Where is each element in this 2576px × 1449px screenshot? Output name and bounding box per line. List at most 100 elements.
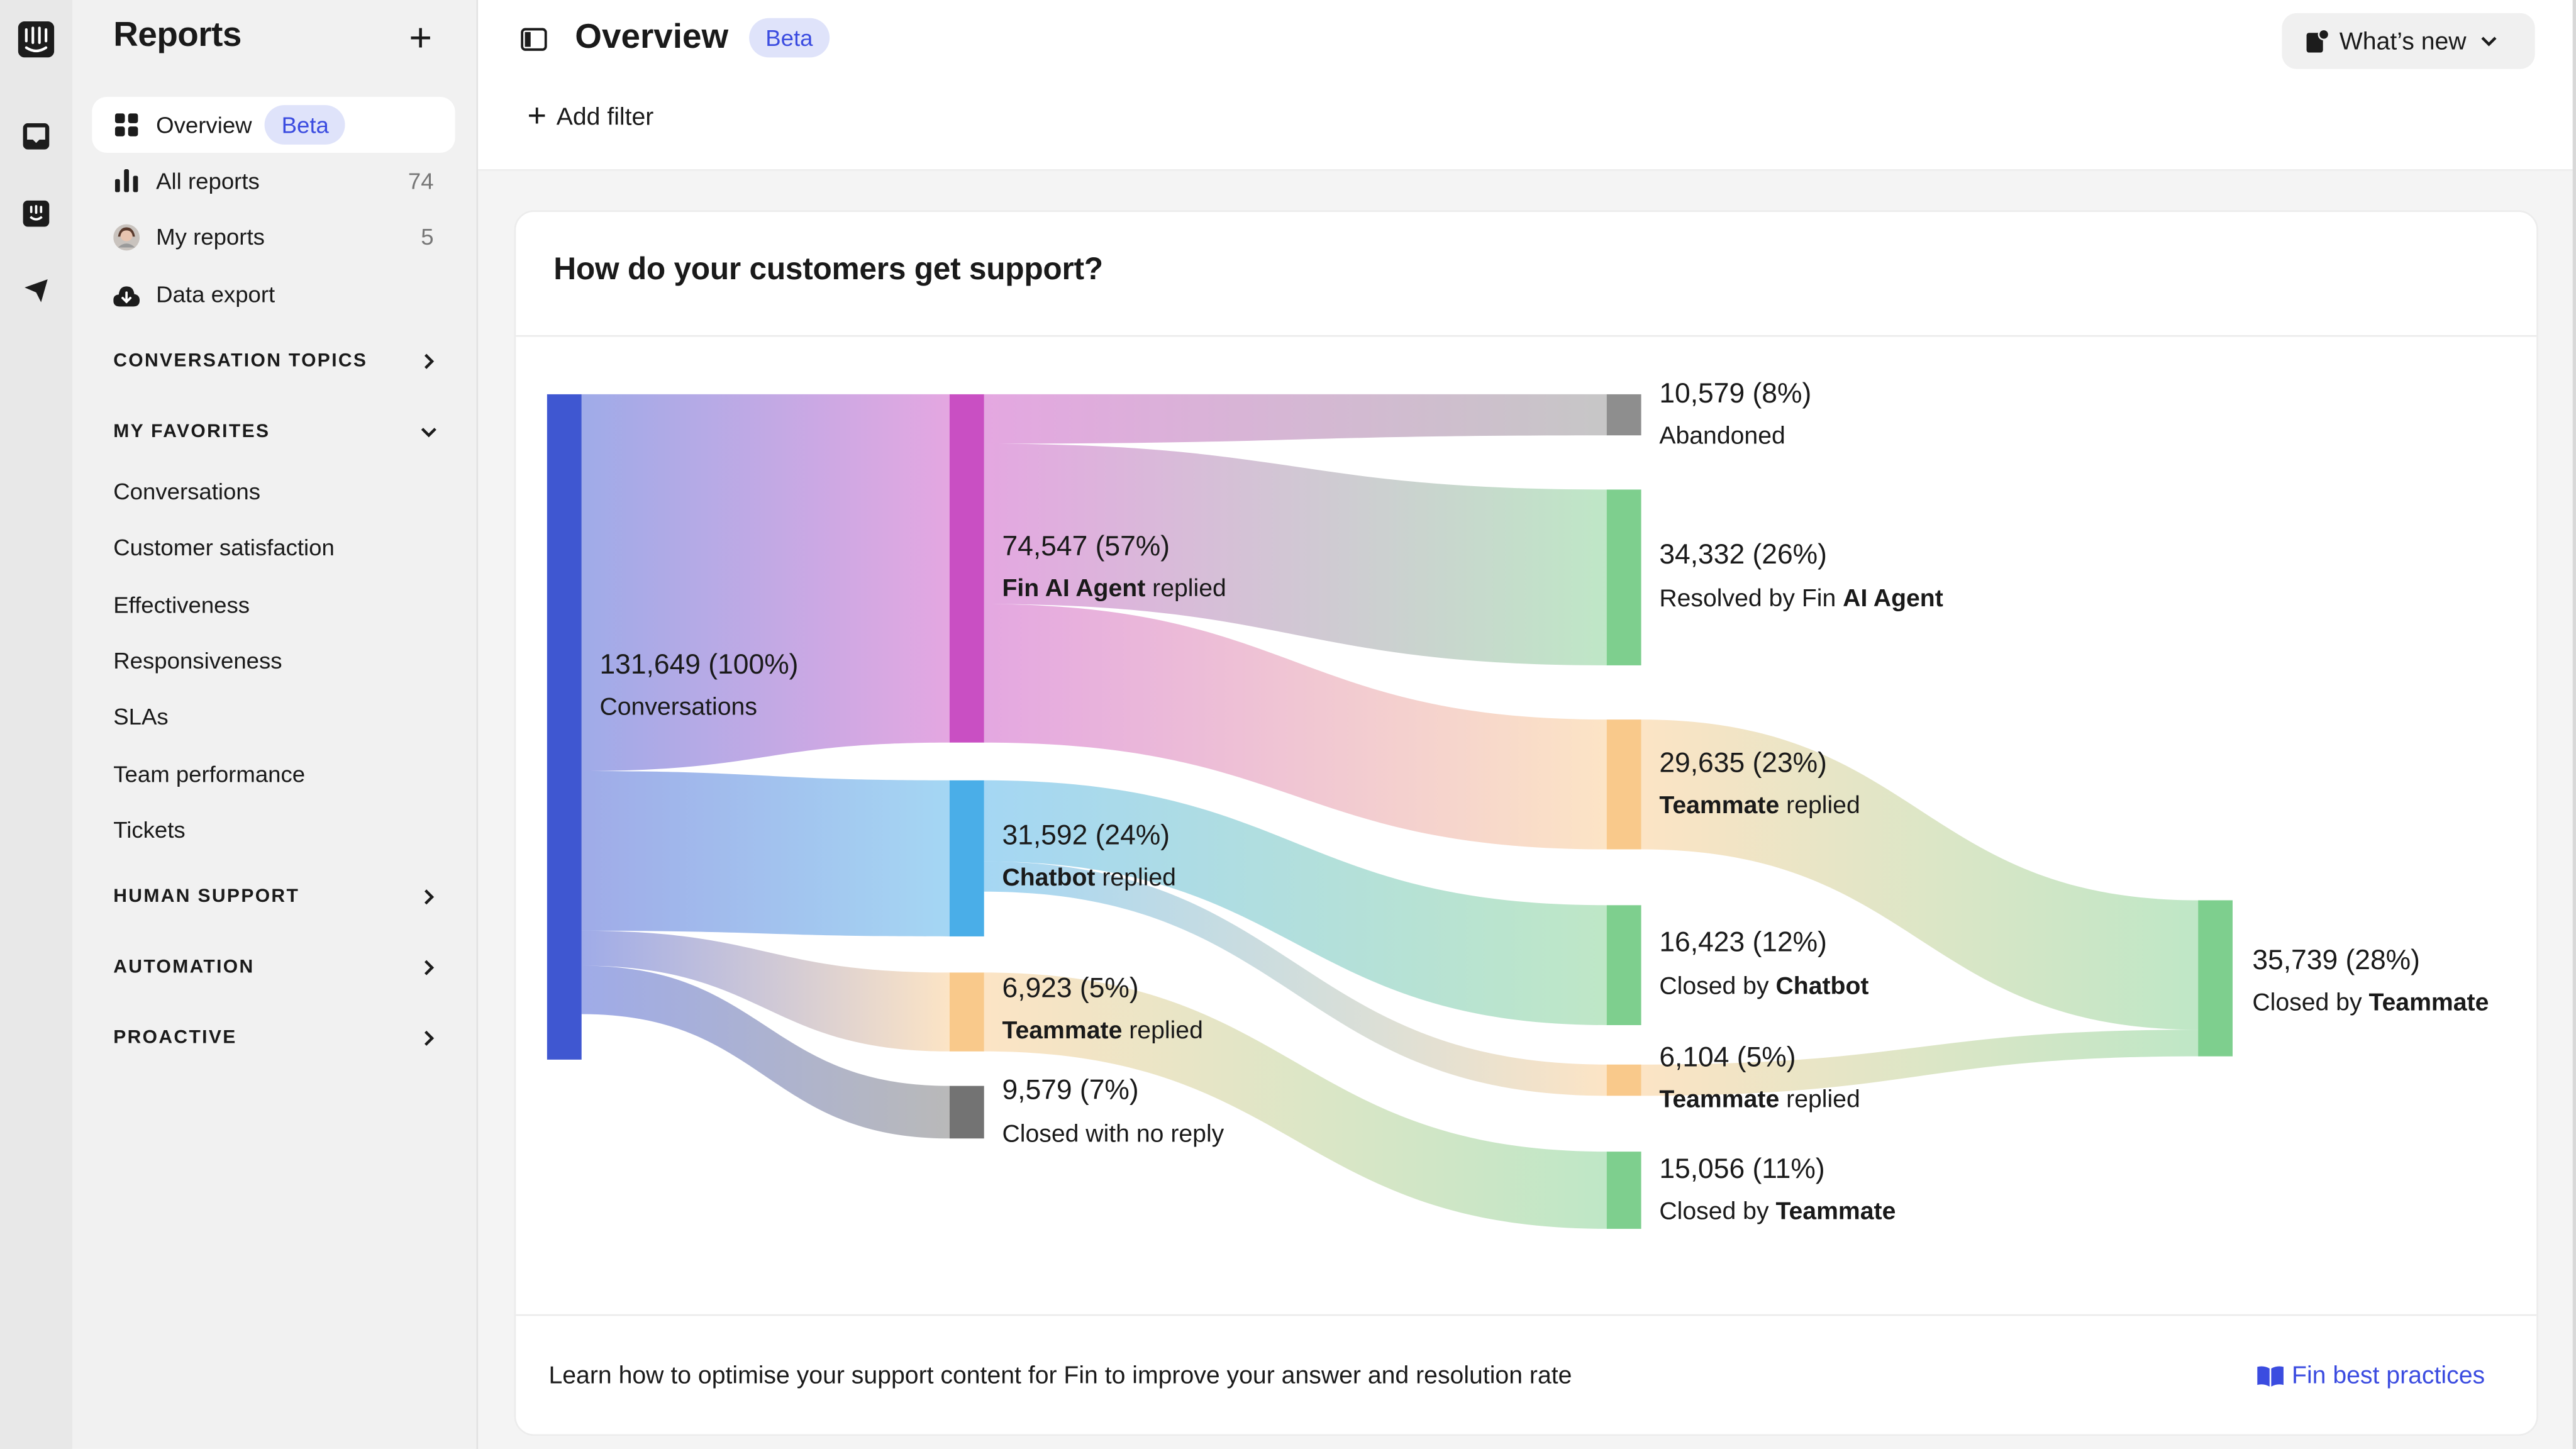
label-name-resolved-fin: Resolved by Fin AI Agent xyxy=(1659,584,1943,613)
node-fin[interactable] xyxy=(949,394,984,743)
flow-conv-to-nr[interactable] xyxy=(581,965,950,1139)
favorite-tickets[interactable]: Tickets xyxy=(113,816,186,843)
section-conversation-topics[interactable]: CONVERSATION TOPICS xyxy=(113,352,437,371)
label-value-teammate-3: 6,104 (5%) xyxy=(1659,1041,1796,1073)
chevron-right-icon xyxy=(424,889,435,905)
favorite-conversations[interactable]: Conversations xyxy=(113,478,261,504)
whats-new-button[interactable]: What’s new xyxy=(2282,13,2535,69)
flow-fin-to-rf[interactable] xyxy=(984,443,1607,665)
flow-conv-to-bot[interactable] xyxy=(581,770,950,936)
reports-sidebar: Reports + Overview Beta All reports 74 M… xyxy=(72,0,479,1449)
node-ct2[interactable] xyxy=(2198,900,2233,1057)
section-label: MY FAVORITES xyxy=(113,422,270,442)
label-value-closed-teammate: 15,056 (11%) xyxy=(1659,1153,1825,1185)
flow-bot-to-tm3[interactable] xyxy=(984,861,1607,1096)
chevron-right-icon xyxy=(424,353,435,369)
sidebar-item-my-reports[interactable]: My reports 5 xyxy=(92,209,455,265)
page-title: Overview xyxy=(575,18,729,56)
label-value-conversations: 131,649 (100%) xyxy=(599,648,799,680)
chevron-right-icon xyxy=(424,1030,435,1046)
node-ab[interactable] xyxy=(1606,394,1641,436)
fin-agent-icon[interactable] xyxy=(18,196,54,231)
node-cb[interactable] xyxy=(1606,905,1641,1026)
label-name-closed-chatbot: Closed by Chatbot xyxy=(1659,972,1869,1001)
label-value-teammate-1: 6,923 (5%) xyxy=(1002,972,1139,1004)
favorite-responsiveness[interactable]: Responsiveness xyxy=(113,647,282,674)
intercom-logo-icon[interactable] xyxy=(18,21,55,58)
page-header: Overview Beta + Add filter What’s new xyxy=(478,0,2573,171)
flow-bot-to-cb[interactable] xyxy=(984,780,1607,1026)
flow-tm3-to-ct2[interactable] xyxy=(1641,1030,2199,1096)
bar-chart-icon xyxy=(113,167,140,194)
card-title: How do your customers get support? xyxy=(553,253,1103,288)
label-value-closed-teammate-final: 35,739 (28%) xyxy=(2252,945,2420,976)
label-name-teammate-2: Teammate replied xyxy=(1659,792,1860,820)
cloud-download-icon xyxy=(113,281,140,308)
node-nr[interactable] xyxy=(949,1085,984,1139)
label-name-chatbot: Chatbot replied xyxy=(1002,864,1176,892)
favorite-team-performance[interactable]: Team performance xyxy=(113,760,306,787)
label-value-closed-chatbot: 16,423 (12%) xyxy=(1659,926,1827,958)
flow-fin-to-ab[interactable] xyxy=(984,394,1607,444)
link-label: Fin best practices xyxy=(2292,1362,2485,1390)
favorite-slas[interactable]: SLAs xyxy=(113,703,169,730)
sidebar-item-data-export[interactable]: Data export xyxy=(92,266,455,322)
sidebar-item-label: All reports xyxy=(156,167,260,194)
flow-fin-to-tm2[interactable] xyxy=(984,604,1607,850)
label-name-conversations: Conversations xyxy=(599,693,757,721)
flow-tm1-to-ct[interactable] xyxy=(984,972,1607,1229)
label-name-abandoned: Abandoned xyxy=(1659,422,1785,450)
chevron-down-icon xyxy=(2482,36,2497,47)
divider xyxy=(516,335,2537,337)
footer-text: Learn how to optimise your support conte… xyxy=(548,1362,1572,1390)
node-ct[interactable] xyxy=(1606,1152,1641,1229)
scrollbar[interactable] xyxy=(2572,0,2576,1449)
node-conv[interactable] xyxy=(547,394,582,1060)
divider xyxy=(516,1314,2537,1316)
sidebar-item-label: My reports xyxy=(156,223,265,250)
beta-badge: Beta xyxy=(265,105,346,145)
section-my-favorites[interactable]: MY FAVORITES xyxy=(113,422,437,442)
section-automation[interactable]: AUTOMATION xyxy=(113,958,437,977)
label-value-resolved-fin: 34,332 (26%) xyxy=(1659,538,1827,570)
node-tm2[interactable] xyxy=(1606,719,1641,850)
announcement-icon xyxy=(2306,30,2330,53)
flow-conv-to-fin[interactable] xyxy=(581,394,950,771)
favorite-customer-satisfaction[interactable]: Customer satisfaction xyxy=(113,533,335,560)
section-proactive[interactable]: PROACTIVE xyxy=(113,1028,437,1048)
whats-new-label: What’s new xyxy=(2339,27,2467,55)
flow-tm2-to-ct2[interactable] xyxy=(1641,719,2199,1030)
sidebar-item-label: Overview xyxy=(156,111,252,138)
app-rail xyxy=(0,0,72,1449)
node-tm3[interactable] xyxy=(1606,1064,1641,1096)
sidebar-title: Reports xyxy=(113,16,242,55)
node-tm1[interactable] xyxy=(949,972,984,1052)
add-filter-label: Add filter xyxy=(556,103,654,131)
section-label: PROACTIVE xyxy=(113,1028,237,1048)
label-name-teammate-1: Teammate replied xyxy=(1002,1016,1203,1045)
new-report-plus-icon[interactable]: + xyxy=(409,16,433,61)
fin-best-practices-link[interactable]: Fin best practices xyxy=(2257,1362,2485,1390)
section-label: CONVERSATION TOPICS xyxy=(113,352,368,372)
beta-badge: Beta xyxy=(749,18,830,58)
grid-icon xyxy=(113,112,140,138)
node-bot[interactable] xyxy=(949,780,984,936)
label-value-chatbot: 31,592 (24%) xyxy=(1002,819,1170,852)
label-name-closed-teammate: Closed by Teammate xyxy=(1659,1197,1896,1226)
toggle-sidebar-icon[interactable] xyxy=(521,28,547,51)
outbound-send-icon[interactable] xyxy=(18,273,54,309)
report-count: 74 xyxy=(408,167,434,194)
sidebar-item-all-reports[interactable]: All reports 74 xyxy=(92,153,455,209)
book-icon xyxy=(2257,1366,2284,1387)
flow-conv-to-tm1[interactable] xyxy=(581,930,950,1052)
node-rf[interactable] xyxy=(1606,489,1641,665)
chevron-down-icon xyxy=(421,428,436,438)
sidebar-item-overview[interactable]: Overview Beta xyxy=(92,97,455,153)
add-filter-button[interactable]: + Add filter xyxy=(528,99,654,136)
section-human-support[interactable]: HUMAN SUPPORT xyxy=(113,887,437,907)
label-value-abandoned: 10,579 (8%) xyxy=(1659,377,1812,409)
favorite-effectiveness[interactable]: Effectiveness xyxy=(113,591,250,618)
label-name-teammate-3: Teammate replied xyxy=(1659,1085,1860,1114)
inbox-icon[interactable] xyxy=(18,118,54,154)
